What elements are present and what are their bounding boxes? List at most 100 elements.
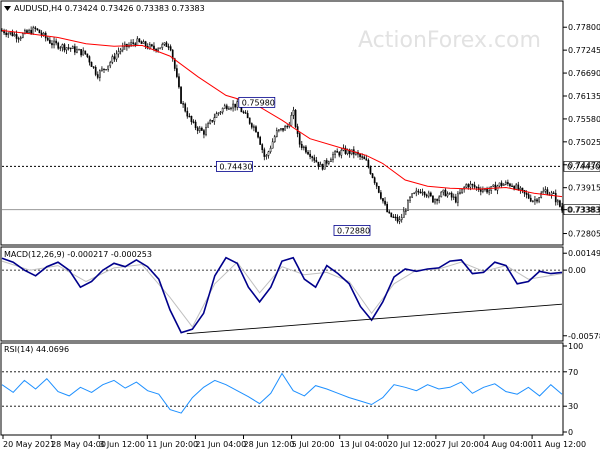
price-candle-body bbox=[494, 184, 497, 191]
price-y-tick-label: 0.73915 bbox=[568, 184, 600, 193]
price-candle-body bbox=[421, 191, 424, 194]
price-candle-body bbox=[294, 109, 297, 127]
price-candle-body bbox=[340, 150, 343, 156]
price-candle-body bbox=[248, 117, 251, 124]
price-candles bbox=[1, 25, 563, 225]
price-candle-body bbox=[76, 49, 78, 53]
rsi-y-tick-label: 70 bbox=[568, 368, 578, 377]
price-candle-body bbox=[55, 40, 57, 44]
price-candle-body bbox=[182, 103, 184, 105]
price-panel-frame bbox=[0, 0, 564, 246]
price-candle-body bbox=[509, 183, 511, 187]
price-candle-body bbox=[117, 51, 120, 55]
price-candle-body bbox=[321, 164, 324, 170]
price-candle-body bbox=[363, 156, 366, 160]
price-candle-body bbox=[534, 199, 536, 202]
price-candle-body bbox=[273, 136, 276, 143]
x-tick-label: 11 Aug 12:00 bbox=[532, 440, 586, 449]
price-candle-body bbox=[498, 182, 501, 187]
price-candle-body bbox=[203, 130, 205, 135]
price-candle-body bbox=[327, 161, 330, 164]
price-candle-body bbox=[469, 183, 472, 188]
price-candle-body bbox=[219, 111, 222, 114]
price-candle-body bbox=[482, 189, 484, 192]
macd-y-tick-label: 0.00 bbox=[568, 266, 586, 275]
price-candle-body bbox=[280, 128, 282, 130]
x-tick-label: 28 May 04:00 bbox=[51, 440, 106, 449]
price-candle-body bbox=[194, 121, 197, 128]
price-candle-body bbox=[319, 164, 322, 167]
price-candle-body bbox=[63, 44, 66, 51]
price-candle-body bbox=[74, 46, 76, 53]
price-candle-body bbox=[519, 187, 522, 191]
price-candle-body bbox=[236, 101, 239, 108]
price-candle-body bbox=[138, 38, 141, 43]
price-candle-body bbox=[213, 117, 216, 122]
macd-panel-frame bbox=[0, 246, 564, 342]
price-candle-body bbox=[107, 65, 110, 70]
price-candle-body bbox=[305, 146, 307, 153]
price-candle-body bbox=[446, 193, 449, 197]
price-candle-body bbox=[130, 42, 132, 46]
price-candle-body bbox=[9, 32, 12, 34]
watermark: ActionForex.com bbox=[358, 28, 541, 53]
price-candle-body bbox=[344, 147, 347, 154]
macd-y-axis: 0.001492 0.00 -0.005784 bbox=[563, 249, 600, 341]
price-candle-body bbox=[151, 44, 153, 47]
price-candle-body bbox=[198, 127, 201, 131]
price-candle-body bbox=[267, 151, 270, 156]
price-y-axis: 0.77800 0.77245 0.76690 0.76135 0.75580 0.750… bbox=[563, 23, 600, 239]
price-candle-body bbox=[556, 200, 559, 203]
price-candle-body bbox=[300, 144, 303, 149]
price-annotation-box bbox=[333, 225, 371, 236]
x-tick-label: 21 Jun 04:00 bbox=[195, 440, 246, 449]
price-candle-body bbox=[190, 115, 193, 123]
price-candle-body bbox=[111, 56, 114, 63]
price-candle-body bbox=[205, 127, 207, 135]
rsi-panel-title: RSI(14) 44.0696 bbox=[4, 345, 69, 354]
price-candle-body bbox=[450, 192, 453, 198]
price-candle-body bbox=[244, 112, 247, 114]
price-candle-body bbox=[348, 149, 351, 155]
price-candle-body bbox=[486, 188, 488, 193]
price-candle-body bbox=[325, 160, 328, 164]
price-candle-body bbox=[161, 44, 164, 48]
price-candle-body bbox=[80, 49, 82, 56]
price-candle-body bbox=[394, 216, 397, 219]
price-candle-body bbox=[419, 191, 422, 194]
price-candle-body bbox=[479, 189, 482, 192]
price-candle-body bbox=[171, 49, 174, 59]
price-annotations: 0.75980 0.74430 0.72880 bbox=[215, 96, 371, 236]
price-candle-body bbox=[554, 193, 557, 203]
price-hline-label: 0.74430 bbox=[567, 162, 600, 171]
price-candle-body bbox=[167, 46, 170, 48]
price-candle-body bbox=[538, 197, 540, 202]
price-candle-body bbox=[234, 103, 237, 108]
price-candle-body bbox=[232, 103, 234, 109]
price-candle-body bbox=[367, 159, 370, 168]
price-candle-body bbox=[552, 192, 555, 194]
moving-average-line bbox=[1, 30, 563, 198]
price-candle-body bbox=[269, 147, 272, 153]
x-tick-label: 4 Aug 04:00 bbox=[484, 440, 533, 449]
price-candle-body bbox=[113, 56, 116, 60]
price-candle-body bbox=[407, 200, 409, 211]
price-candle-body bbox=[298, 133, 301, 145]
price-candle-body bbox=[492, 184, 495, 187]
price-candle-body bbox=[504, 182, 507, 185]
price-annotation-label: 0.74430 bbox=[219, 162, 252, 171]
price-candle-body bbox=[228, 108, 230, 110]
price-candle-body bbox=[457, 193, 459, 203]
price-candle-body bbox=[257, 131, 259, 138]
price-candle-body bbox=[253, 126, 255, 128]
price-candle-body bbox=[380, 192, 382, 199]
rsi-levels bbox=[2, 371, 562, 407]
x-tick-label: 28 Jun 12:00 bbox=[244, 440, 295, 449]
price-candle-body bbox=[105, 69, 107, 71]
x-tick-label: 27 Jul 20:00 bbox=[436, 440, 484, 449]
price-candle-body bbox=[142, 41, 145, 44]
price-candle-body bbox=[136, 38, 139, 46]
price-candle-body bbox=[271, 141, 274, 149]
price-candle-body bbox=[134, 43, 137, 46]
price-candle-body bbox=[188, 115, 191, 118]
